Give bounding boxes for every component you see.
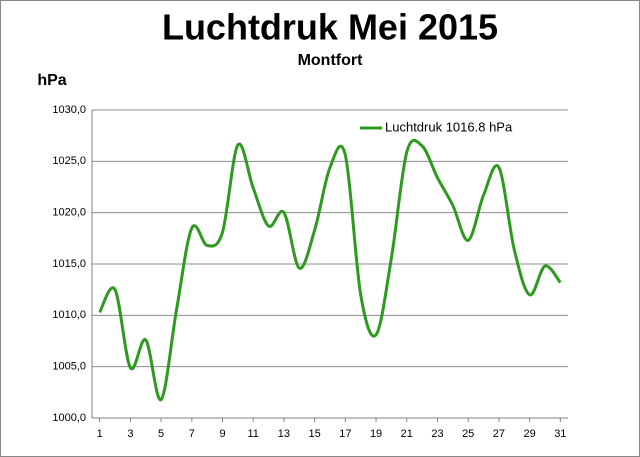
y-tick-label: 1020,0 (52, 207, 86, 219)
x-tick-label: 13 (278, 428, 290, 440)
y-axis-label: hPa (37, 72, 66, 89)
x-tick-label: 25 (462, 428, 474, 440)
x-tick-label: 23 (431, 428, 443, 440)
chart-subtitle: Montfort (298, 52, 364, 69)
legend-label: Luchtdruk 1016.8 hPa (385, 119, 513, 134)
data-line (98, 138, 562, 402)
x-tick-label: 3 (127, 428, 133, 440)
x-tick-label: 9 (219, 428, 225, 440)
y-tick-label: 1005,0 (52, 361, 86, 373)
x-tick-label: 19 (370, 428, 382, 440)
x-tick-label: 7 (189, 428, 195, 440)
x-tick-label: 27 (493, 428, 505, 440)
x-tick-label: 17 (339, 428, 351, 440)
x-tick-label: 29 (523, 428, 535, 440)
y-tick-label: 1025,0 (52, 155, 86, 167)
x-tick-label: 15 (309, 428, 321, 440)
y-tick-label: 1030,0 (52, 104, 86, 116)
y-tick-label: 1010,0 (52, 309, 86, 321)
x-tick-label: 31 (554, 428, 566, 440)
x-tick-label: 5 (158, 428, 164, 440)
x-tick-label: 11 (248, 428, 259, 440)
chart-title: Luchtdruk Mei 2015 (162, 7, 498, 48)
x-tick-label: 21 (401, 428, 413, 440)
x-tick-label: 1 (97, 428, 103, 440)
y-tick-label: 1015,0 (52, 258, 86, 270)
y-tick-label: 1000,0 (52, 412, 86, 424)
